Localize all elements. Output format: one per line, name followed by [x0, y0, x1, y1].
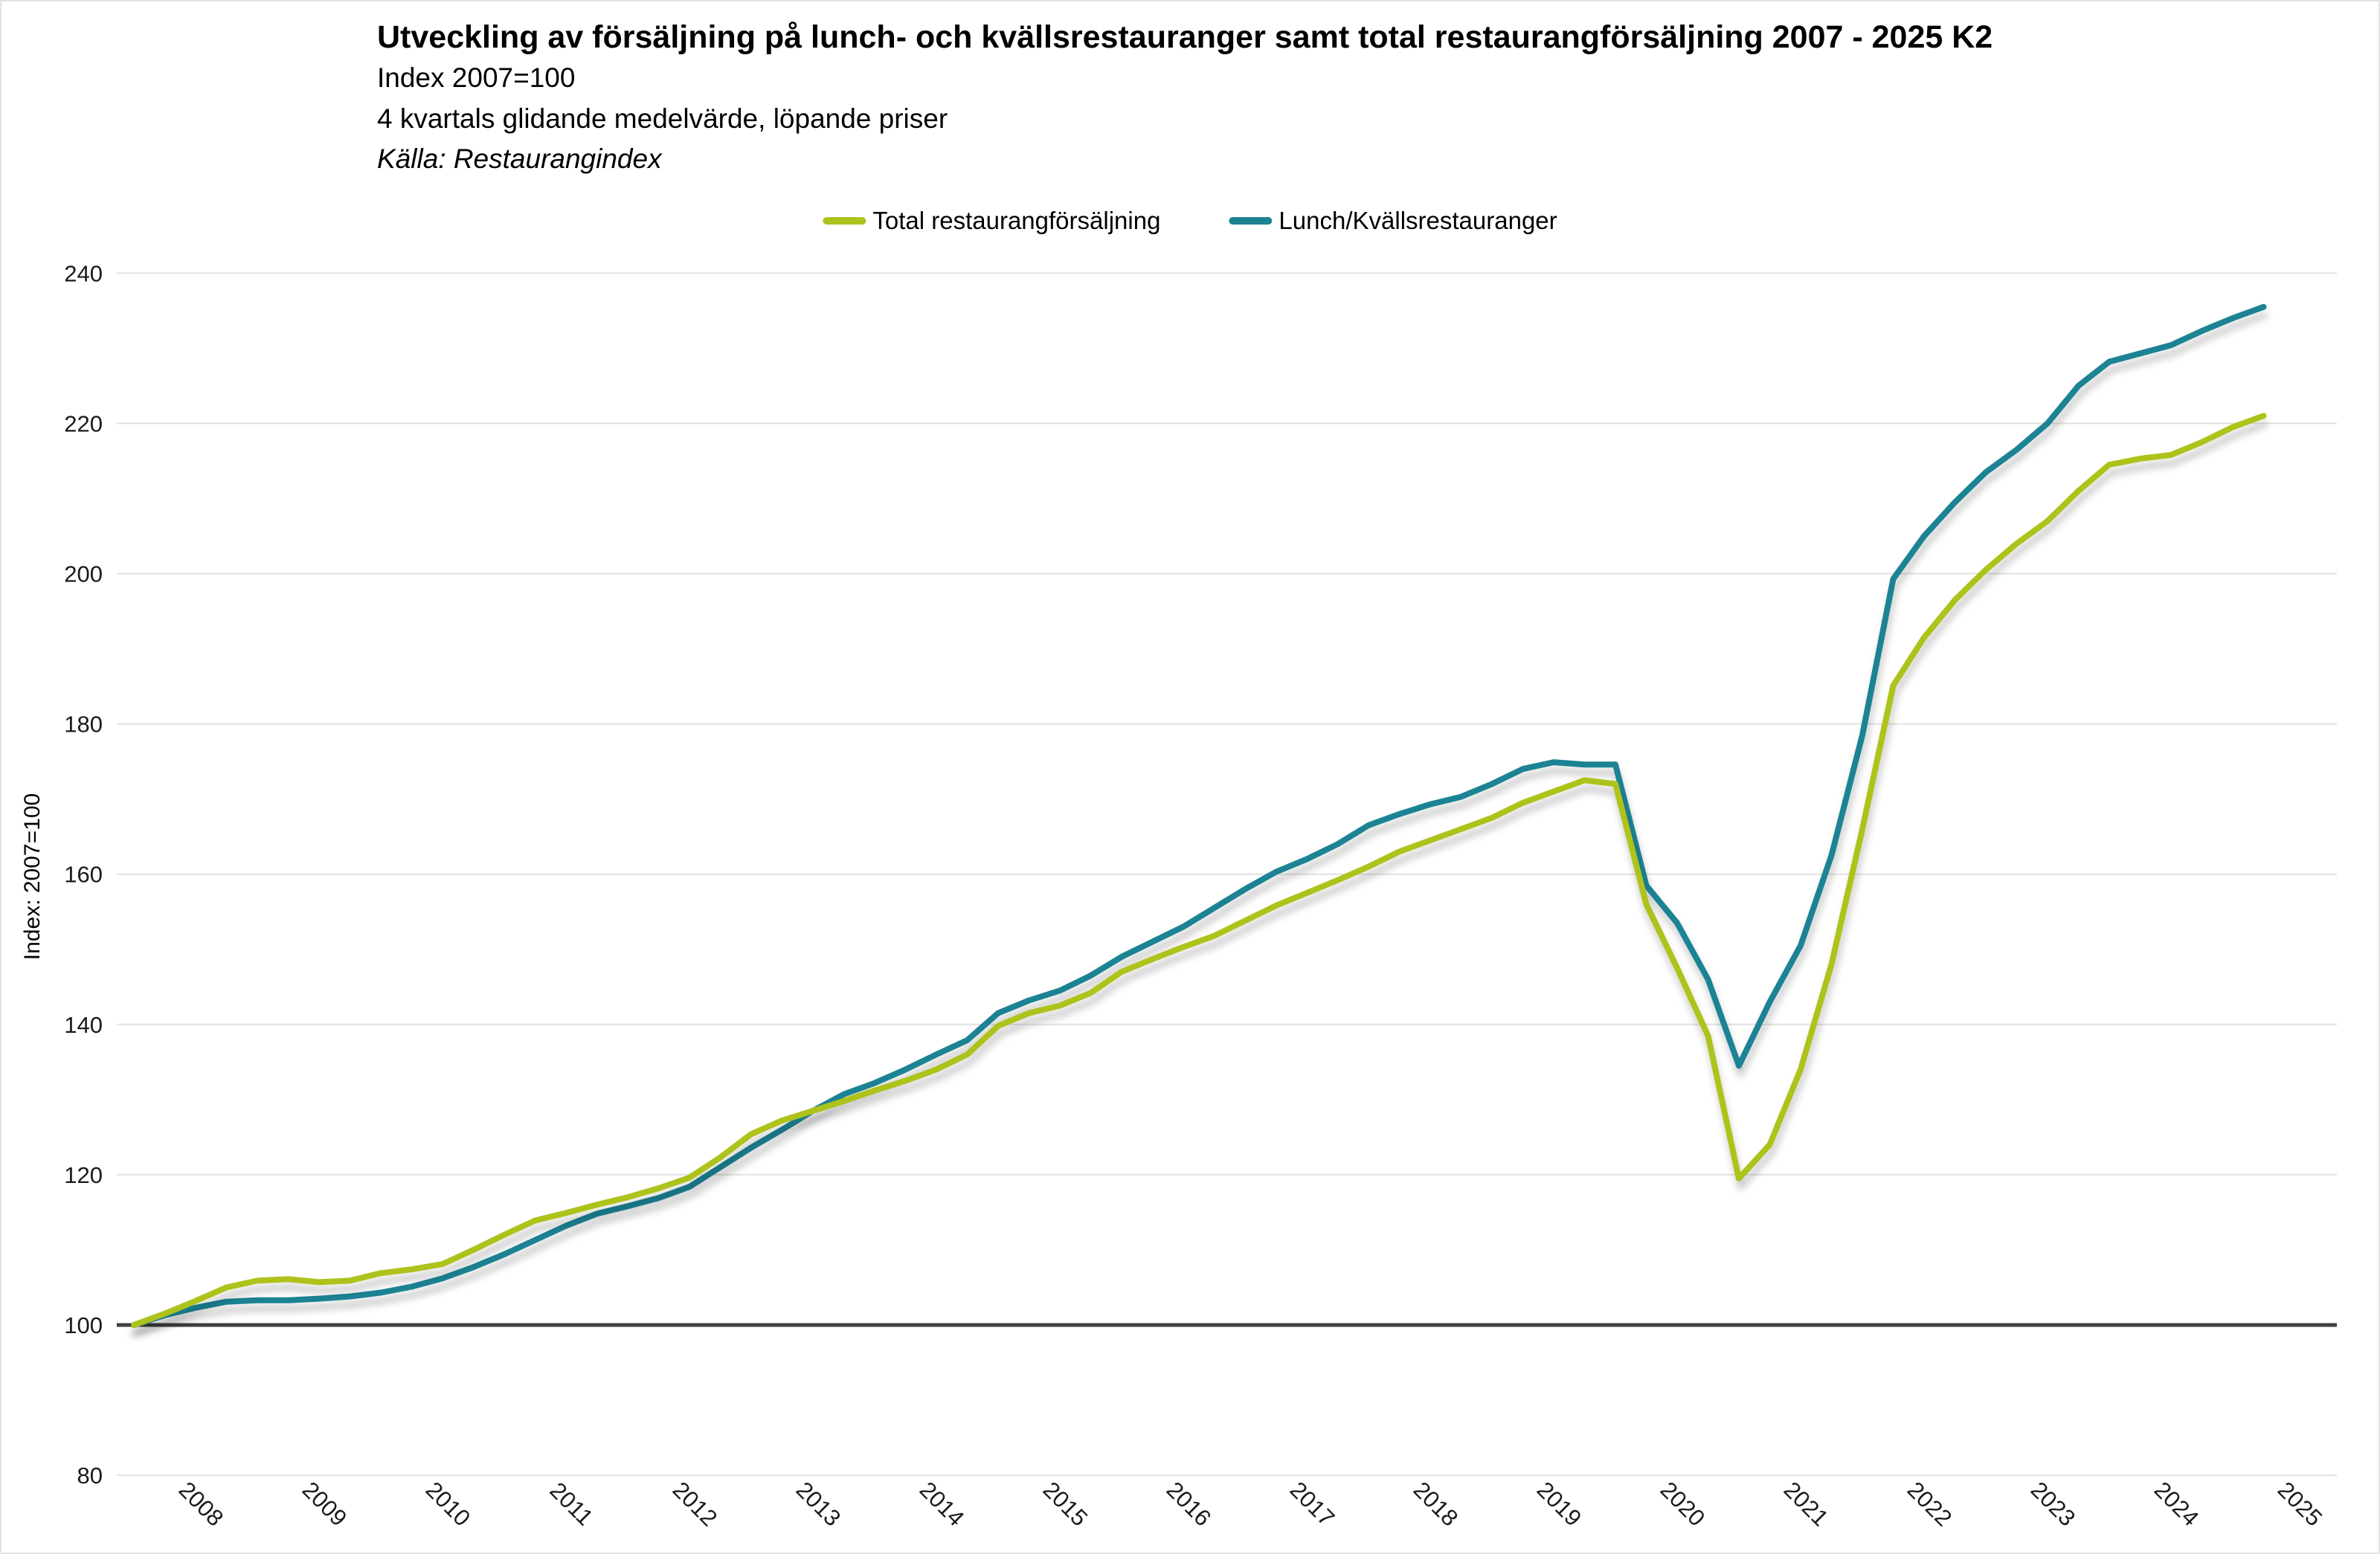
- y-tick-180: 180: [64, 712, 103, 738]
- y-tick-220: 220: [64, 410, 103, 436]
- legend-swatch-total: [823, 217, 866, 225]
- legend-label-total: Total restaurangförsäljning: [872, 207, 1161, 234]
- y-tick-80: 80: [77, 1463, 103, 1489]
- x-tick-2022: 2022: [1903, 1477, 1958, 1532]
- legend: Total restaurangförsäljning Lunch/Kvälls…: [823, 207, 1557, 235]
- chart-subtitle-method: 4 kvartals glidande medelvärde, löpande …: [377, 103, 948, 134]
- chart-subtitle-index: Index 2007=100: [377, 62, 576, 93]
- x-tick-2015: 2015: [1038, 1477, 1093, 1532]
- y-tick-240: 240: [64, 260, 103, 286]
- x-tick-2009: 2009: [298, 1477, 353, 1532]
- x-tick-2017: 2017: [1285, 1477, 1340, 1532]
- x-tick-2014: 2014: [915, 1477, 970, 1532]
- legend-label-lunch: Lunch/Kvällsrestauranger: [1279, 207, 1557, 234]
- x-tick-2013: 2013: [791, 1477, 846, 1532]
- y-tick-160: 160: [64, 862, 103, 888]
- x-tick-2025: 2025: [2273, 1477, 2328, 1532]
- chart-header: Utveckling av försäljning på lunch- och …: [377, 18, 1993, 180]
- x-tick-2011: 2011: [544, 1477, 598, 1531]
- series-line-total: [131, 413, 2267, 1328]
- legend-item-total: Total restaurangförsäljning: [823, 207, 1160, 235]
- y-axis-title: Index: 2007=100: [20, 793, 45, 961]
- legend-swatch-lunch: [1229, 217, 1273, 225]
- x-tick-2021: 2021: [1779, 1477, 1834, 1532]
- series-line-lunch: [131, 303, 2267, 1328]
- y-tick-100: 100: [64, 1312, 103, 1338]
- x-tick-2008: 2008: [174, 1477, 229, 1532]
- x-tick-2010: 2010: [421, 1477, 476, 1532]
- x-tick-2019: 2019: [1532, 1477, 1587, 1532]
- y-tick-120: 120: [64, 1162, 103, 1188]
- x-tick-2018: 2018: [1409, 1477, 1464, 1532]
- x-tick-2020: 2020: [1656, 1477, 1711, 1532]
- chart-source: Källa: Restaurangindex: [377, 144, 662, 175]
- x-tick-2023: 2023: [2026, 1477, 2081, 1532]
- y-tick-140: 140: [64, 1012, 103, 1038]
- legend-item-lunch: Lunch/Kvällsrestauranger: [1229, 207, 1557, 235]
- y-tick-200: 200: [64, 561, 103, 587]
- x-tick-2012: 2012: [668, 1477, 723, 1532]
- x-tick-2016: 2016: [1162, 1477, 1217, 1532]
- chart-title: Utveckling av försäljning på lunch- och …: [377, 19, 1993, 55]
- x-tick-2024: 2024: [2149, 1477, 2204, 1532]
